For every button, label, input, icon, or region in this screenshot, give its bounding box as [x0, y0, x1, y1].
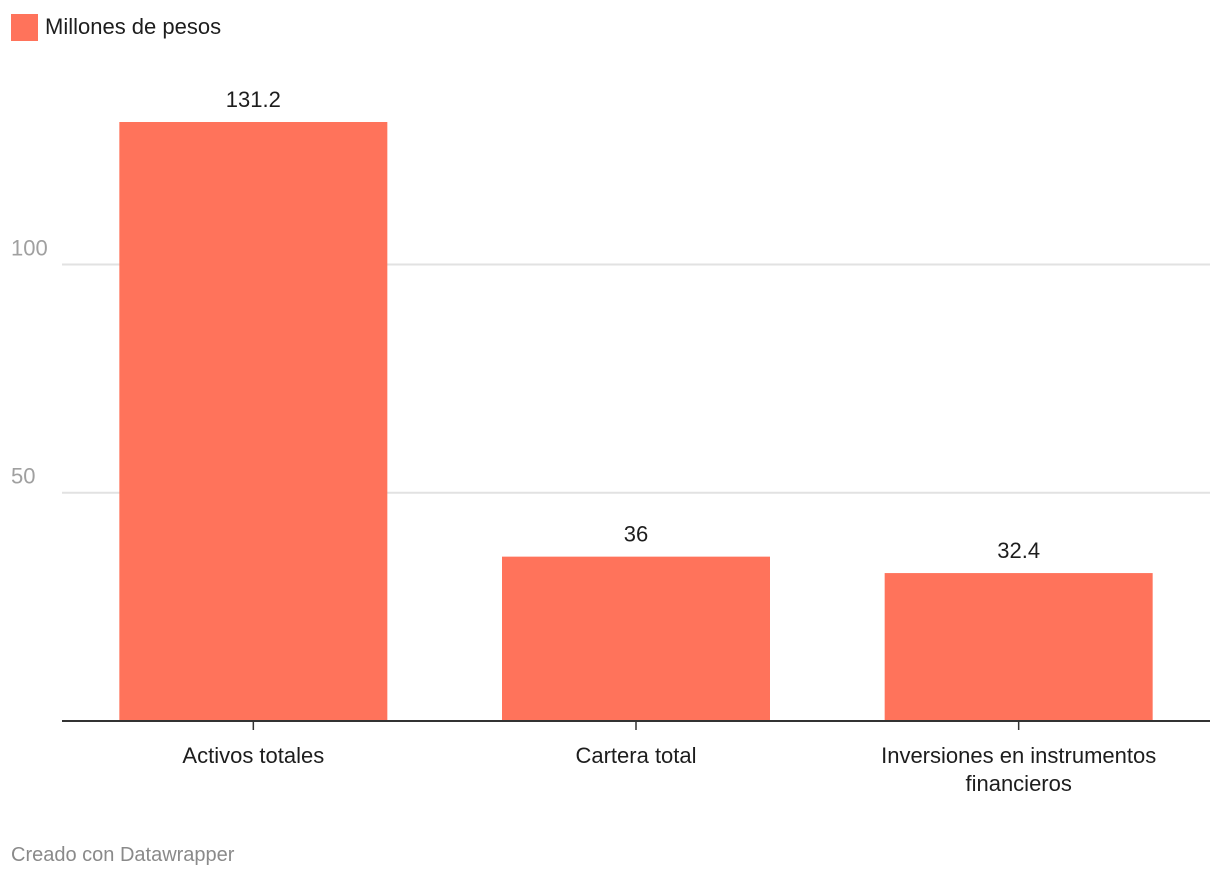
legend-swatch [11, 13, 38, 41]
bar [502, 556, 770, 721]
chart-legend: Millones de pesos [11, 12, 221, 42]
x-tick-label: Inversiones en instrumentos financieros [881, 743, 1156, 796]
bar-value-label: 131.2 [226, 87, 281, 112]
y-tick-label: 100 [11, 235, 48, 260]
y-tick-label: 50 [11, 464, 35, 489]
bar-value-label: 36 [624, 522, 648, 547]
bar [884, 573, 1153, 721]
bar [119, 122, 388, 721]
x-tick-label: Activos totales [182, 743, 324, 768]
bar-value-label: 32.4 [997, 538, 1040, 563]
footer-credit: Creado con Datawrapper [11, 844, 235, 866]
legend-label: Millones de pesos [45, 14, 222, 39]
x-tick-label: Cartera total [575, 743, 696, 768]
